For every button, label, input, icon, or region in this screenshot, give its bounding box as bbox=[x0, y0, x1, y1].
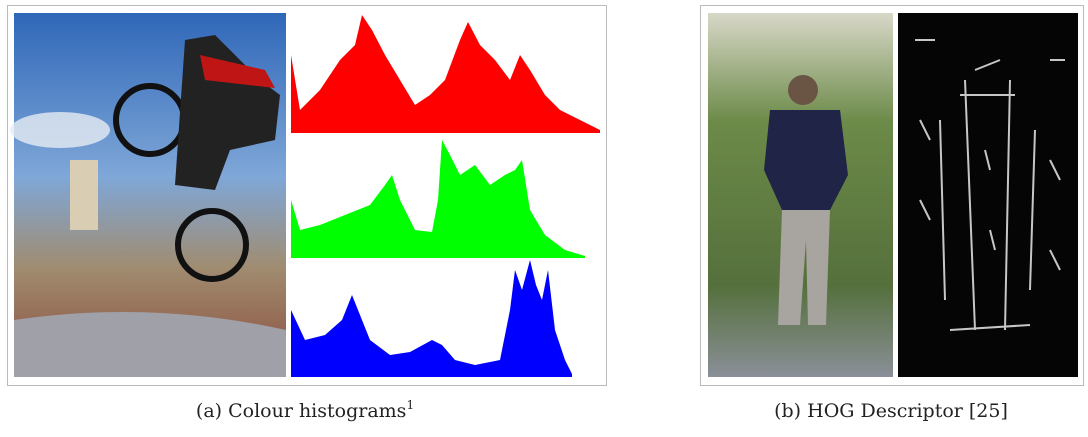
figure: (a) Colour histograms1 (b) HOG Descripto… bbox=[0, 0, 1088, 433]
person-torso bbox=[764, 110, 848, 210]
hog-image bbox=[898, 13, 1078, 377]
subfigure-caption: (a) Colour histograms1 bbox=[196, 398, 414, 422]
person-head bbox=[788, 75, 818, 105]
subfigure-caption: (b) HOG Descriptor [25] bbox=[774, 400, 1008, 422]
cloud bbox=[10, 112, 110, 148]
footnote-mark: 1 bbox=[406, 398, 414, 412]
page: (a) Colour histograms1 (b) HOG Descripto… bbox=[0, 0, 1088, 433]
caption-text: (a) Colour histograms bbox=[196, 400, 407, 422]
tower bbox=[70, 160, 98, 230]
